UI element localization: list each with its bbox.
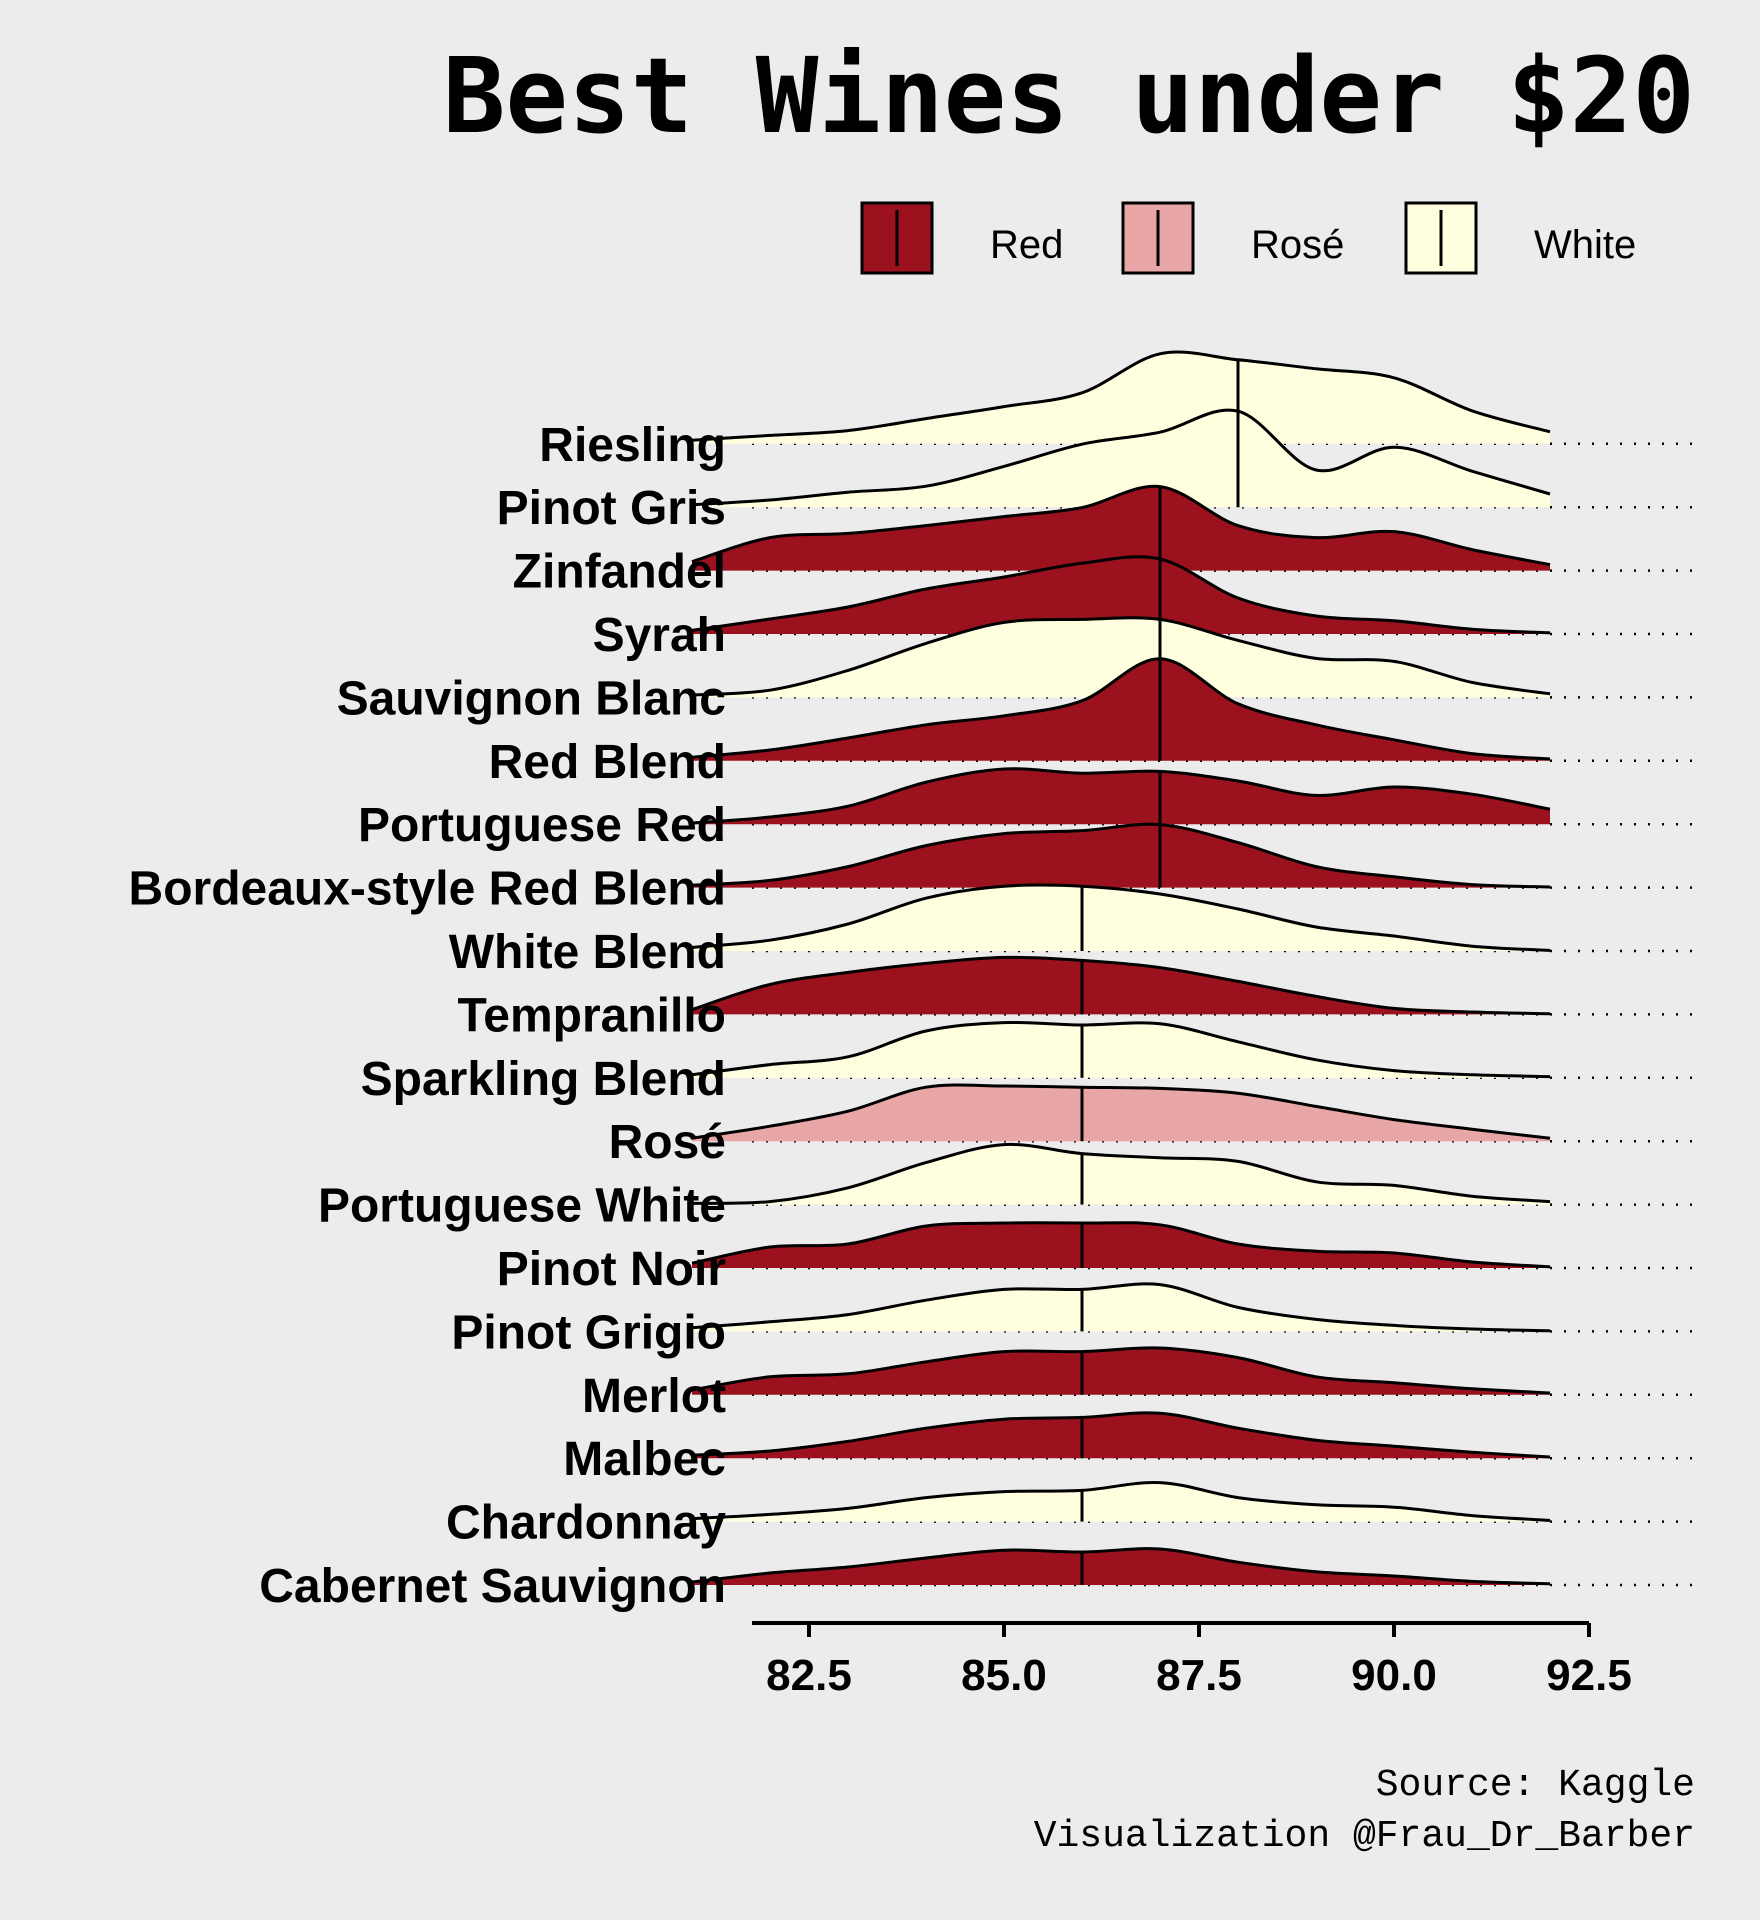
ridge-outline-white-blend [691,883,1551,952]
ridge-fill-riesling [692,352,1550,444]
ridge-zinfandel [691,484,1551,571]
ridge-outline-sparkling-blend [691,1020,1551,1079]
ridge-white-blend [691,883,1551,952]
category-label-red-blend: Red Blend [489,736,726,789]
ridge-pinot-noir [691,1221,1551,1269]
ridge-outline-portuguese-white [691,1142,1551,1205]
category-label-white-blend: White Blend [449,926,726,979]
category-label-malbec: Malbec [563,1433,726,1486]
category-label-riesling: Riesling [539,419,726,472]
category-label-merlot: Merlot [582,1370,726,1423]
category-label-pinot-gris: Pinot Gris [497,482,726,535]
ridge-sparkling-blend [691,1020,1551,1079]
ridge-fill-pinot-grigio [692,1283,1550,1332]
ridge-fill-zinfandel [692,486,1550,571]
x-axis: 82.5 85.0 87.5 90.0 92.5 [752,1621,1632,1700]
category-label-pinot-noir: Pinot Noir [497,1243,726,1296]
legend-label-white: White [1534,223,1636,267]
ridge-fill-white-blend [692,884,1550,951]
category-label-sparkling-blend: Sparkling Blend [361,1053,726,1106]
ridge-cabernet-sauvignon [691,1547,1551,1586]
ridge-rose [691,1083,1551,1142]
x-tick-label-2: 87.5 [1156,1651,1242,1700]
ridge-outline-rose [691,1083,1551,1140]
category-label-tempranillo: Tempranillo [458,989,726,1042]
category-label-bordeaux-style-red-blend: Bordeaux-style Red Blend [129,863,726,916]
ridge-fill-chardonnay [692,1482,1550,1522]
ridge-chardonnay [691,1481,1551,1522]
ridge-outline-merlot [691,1346,1551,1395]
category-labels: Riesling Pinot Gris Zinfandel Syrah Sauvigno… [129,419,727,1613]
ridge-outline-cabernet-sauvignon [691,1547,1551,1586]
ridge-outline-pinot-noir [691,1221,1551,1269]
ridge-fill-syrah [692,556,1550,634]
ridges [691,350,1551,1586]
ridge-outline-pinot-gris [691,408,1551,507]
category-label-syrah: Syrah [593,609,726,662]
ridge-fill-merlot [692,1347,1550,1395]
ridge-tempranillo [691,955,1551,1016]
ridge-portuguese-red [691,767,1551,825]
ridge-outline-pinot-grigio [691,1282,1551,1333]
ridge-fill-portuguese-white [692,1144,1550,1205]
ridge-fill-bordeaux-style-red-blend [692,824,1550,888]
ridge-fill-portuguese-red [692,768,1550,825]
chart-title: Best Wines under $20 [443,35,1695,157]
category-label-zinfandel: Zinfandel [513,546,726,599]
ridge-fill-tempranillo [692,957,1550,1015]
x-tick-label-4: 92.5 [1546,1651,1632,1700]
ridge-outline-red-blend [691,657,1551,761]
credit-caption: Visualization @Frau_Dr_Barber [1034,1815,1695,1858]
ridge-malbec [691,1411,1551,1459]
ridge-merlot [691,1346,1551,1395]
ridge-fill-sauvignon-blanc [692,617,1550,698]
legend: Red Rosé White [860,201,1636,275]
ridge-bordeaux-style-red-blend [691,822,1551,889]
category-label-pinot-grigio: Pinot Grigio [451,1306,726,1359]
ridge-fill-sparkling-blend [692,1022,1550,1078]
ridge-fill-cabernet-sauvignon [692,1548,1550,1585]
ridge-red-blend [691,657,1551,761]
ridge-outline-portuguese-red [691,767,1551,825]
category-label-cabernet-sauvignon: Cabernet Sauvignon [259,1560,726,1613]
legend-label-red: Red [990,223,1063,267]
ridge-portuguese-white [691,1142,1551,1205]
ridge-outline-tempranillo [691,955,1551,1016]
ridge-outline-syrah [691,555,1551,635]
ridge-fill-pinot-gris [692,410,1550,508]
ridge-fill-rose [692,1084,1550,1142]
ridge-outline-bordeaux-style-red-blend [691,822,1551,889]
ridge-outline-riesling [691,350,1551,442]
ridge-outline-chardonnay [691,1481,1551,1522]
category-label-portuguese-red: Portuguese Red [358,799,726,852]
category-label-chardonnay: Chardonnay [446,1497,726,1550]
x-tick-label-1: 85.0 [961,1651,1047,1700]
ridge-outline-zinfandel [691,484,1551,567]
ridge-outline-malbec [691,1411,1551,1459]
category-label-rose: Rosé [609,1116,726,1169]
source-caption: Source: Kaggle [1376,1764,1695,1807]
x-tick-label-3: 90.0 [1351,1651,1437,1700]
legend-label-rose: Rosé [1251,223,1344,267]
ridge-outline-sauvignon-blanc [691,616,1551,697]
ridge-riesling [691,350,1551,444]
ridge-fill-malbec [692,1412,1550,1459]
ridge-fill-red-blend [692,658,1550,761]
category-label-sauvignon-blanc: Sauvignon Blanc [337,672,726,725]
ridge-pinot-gris [691,408,1551,508]
ridge-pinot-grigio [691,1282,1551,1333]
ridge-fill-pinot-noir [692,1222,1550,1268]
x-tick-label-0: 82.5 [766,1651,852,1700]
category-label-portuguese-white: Portuguese White [318,1180,726,1233]
